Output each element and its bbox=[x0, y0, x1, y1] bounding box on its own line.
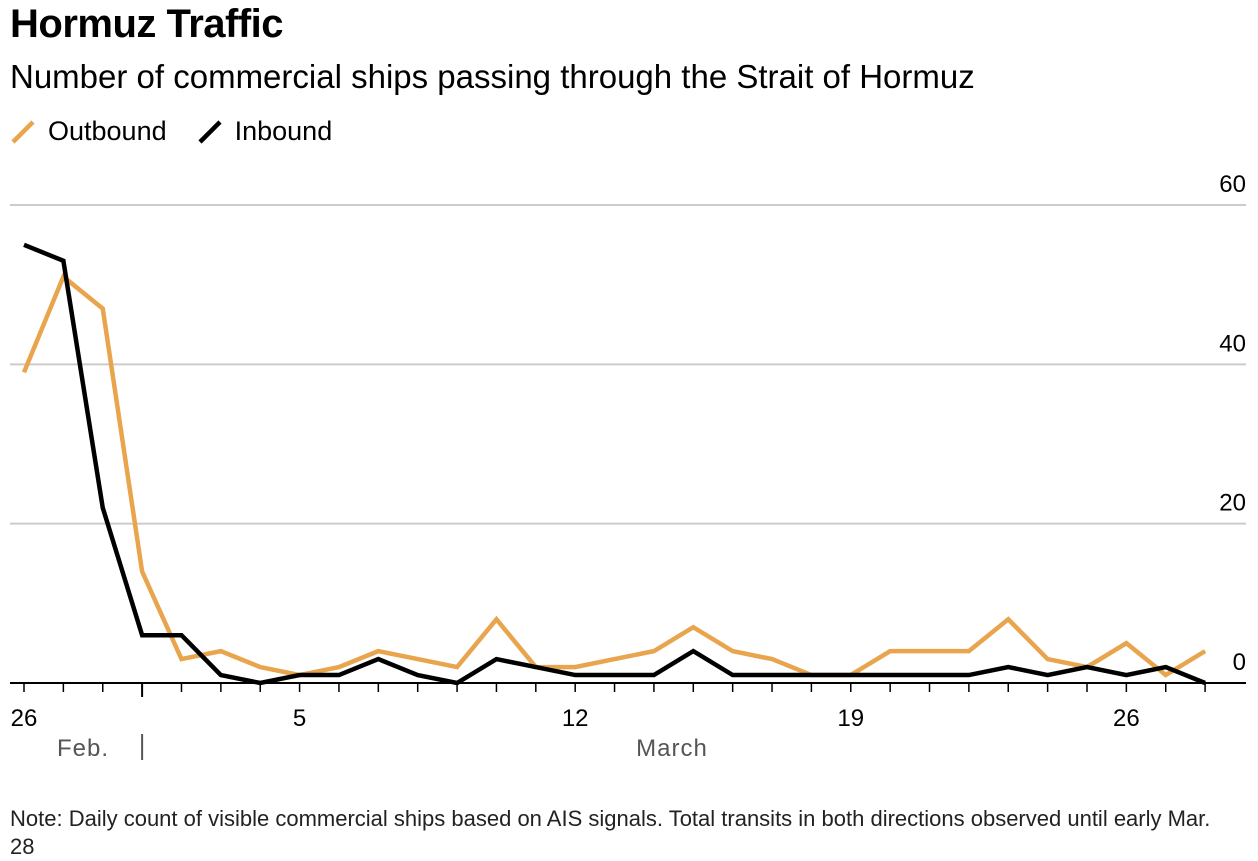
y-tick-label-0: 0 bbox=[1233, 649, 1246, 676]
y-tick-label-40: 40 bbox=[1219, 330, 1246, 357]
legend-label-outbound: Outbound bbox=[48, 116, 167, 146]
legend-label-inbound: Inbound bbox=[234, 116, 333, 146]
month-label-feb: Feb. bbox=[57, 735, 109, 762]
y-tick-label-60: 60 bbox=[1219, 171, 1246, 198]
line-chart: 0 20 40 60 26 5 12 19 26 Feb. March bbox=[10, 171, 1246, 762]
outbound-swatch-icon bbox=[11, 119, 35, 144]
legend-item-inbound: Inbound bbox=[197, 116, 333, 147]
legend: Outbound Inbound bbox=[10, 116, 362, 147]
x-tick-label-26-4: 26 bbox=[1113, 705, 1140, 732]
chart-title: Hormuz Traffic bbox=[10, 2, 284, 46]
chart-note: Note: Daily count of visible commercial … bbox=[10, 806, 1211, 859]
inbound-swatch-icon bbox=[198, 119, 222, 144]
y-tick-label-20: 20 bbox=[1219, 490, 1246, 517]
legend-item-outbound: Outbound bbox=[10, 116, 167, 147]
series-line-inbound bbox=[23, 242, 1206, 686]
x-tick-label-19-3: 19 bbox=[837, 705, 864, 732]
chart-subtitle: Number of commercial ships passing throu… bbox=[10, 58, 975, 95]
series-line-outbound bbox=[21, 273, 1207, 678]
x-tick-label-12-2: 12 bbox=[562, 705, 589, 732]
x-tick-label-26-0: 26 bbox=[11, 705, 38, 732]
month-label-march: March bbox=[636, 735, 708, 762]
x-tick-label-5-1: 5 bbox=[293, 705, 306, 732]
